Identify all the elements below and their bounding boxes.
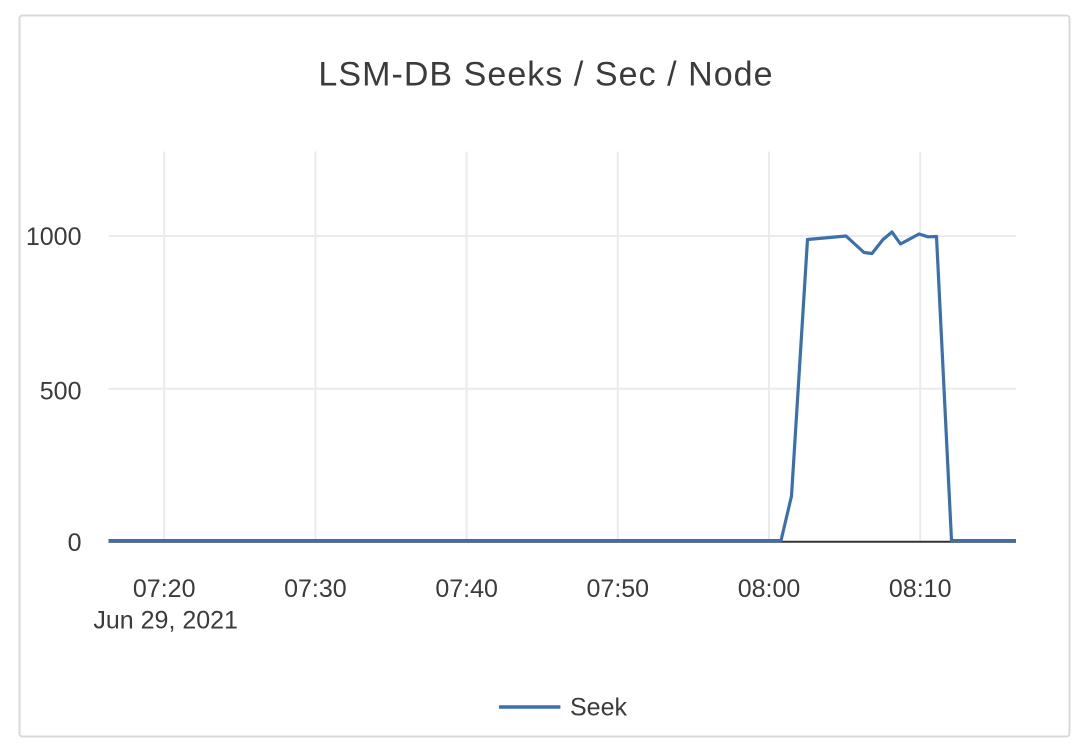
svg-text:07:50: 07:50 [587,575,650,603]
svg-text:07:40: 07:40 [435,575,498,603]
svg-text:Jun 29, 2021: Jun 29, 2021 [93,606,238,634]
svg-text:Seek: Seek [570,694,627,722]
svg-text:07:20: 07:20 [133,575,196,603]
svg-text:08:10: 08:10 [889,575,952,603]
svg-text:07:30: 07:30 [284,575,347,603]
svg-text:0: 0 [68,529,82,557]
svg-text:LSM-DB Seeks / Sec / Node: LSM-DB Seeks / Sec / Node [318,56,773,94]
svg-text:08:00: 08:00 [738,575,801,603]
svg-text:500: 500 [40,378,82,406]
svg-text:1000: 1000 [26,223,82,251]
